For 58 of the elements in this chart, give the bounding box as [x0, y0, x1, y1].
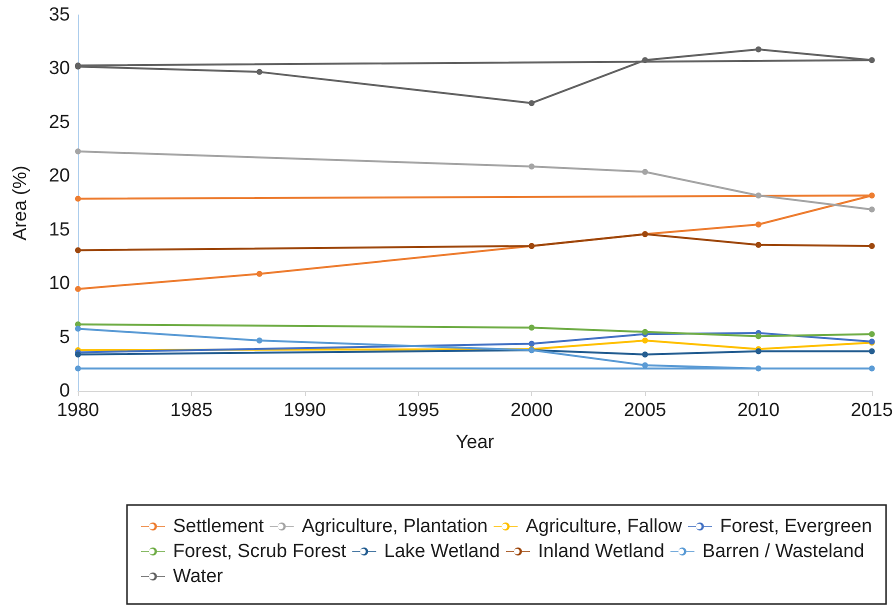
point — [642, 57, 648, 64]
point — [75, 247, 81, 254]
point — [528, 340, 535, 347]
point — [528, 163, 535, 170]
legend-label: Forest, Evergreen — [720, 516, 872, 537]
point — [256, 270, 262, 277]
x-tick-label: 1995 — [397, 400, 440, 421]
legend-label: Barren / Wasteland — [702, 541, 864, 562]
point — [75, 365, 81, 372]
y-tick-label: 35 — [48, 4, 70, 26]
point — [256, 338, 262, 344]
x-tick-label: 1985 — [170, 400, 213, 421]
point — [528, 324, 535, 331]
point — [755, 333, 762, 340]
point — [868, 206, 875, 212]
point — [868, 57, 875, 64]
point — [755, 365, 762, 372]
y-tick-label: 15 — [48, 219, 70, 240]
x-axis-title: Year — [456, 432, 495, 453]
x-tick-label: 2010 — [737, 400, 780, 421]
point — [755, 242, 762, 248]
point — [868, 242, 875, 249]
point — [868, 365, 875, 372]
legend-label: Lake Wetland — [384, 541, 500, 562]
legend-label: Agriculture, Fallow — [526, 516, 682, 537]
legend-label: Agriculture, Plantation — [302, 516, 488, 537]
x-tick-label: 1980 — [56, 400, 100, 421]
point — [75, 148, 81, 154]
legend-label: Forest, Scrub Forest — [173, 541, 347, 562]
y-tick-label: 0 — [59, 380, 70, 402]
legend-label: Water — [173, 566, 224, 587]
point — [75, 286, 81, 292]
y-tick-label: 30 — [48, 58, 70, 80]
point — [868, 348, 875, 354]
point — [755, 221, 762, 228]
y-tick-label: 5 — [59, 326, 70, 348]
point — [642, 168, 648, 175]
y-tick-label: 25 — [48, 112, 70, 133]
point — [642, 351, 648, 358]
x-tick-label: 2000 — [510, 400, 553, 421]
point — [868, 331, 875, 338]
y-axis-title: Area (%) — [10, 166, 31, 240]
point — [755, 46, 762, 52]
x-tick-label: 2005 — [624, 400, 666, 421]
point — [642, 338, 648, 344]
x-tick-label: 2015 — [850, 400, 894, 421]
point — [642, 328, 648, 335]
point — [868, 192, 875, 198]
point — [528, 100, 535, 106]
point — [755, 192, 762, 198]
y-tick-label: 10 — [48, 273, 70, 294]
legend-label: Inland Wetland — [538, 541, 664, 562]
x-tick-label: 1990 — [284, 400, 326, 421]
point — [75, 326, 81, 332]
point — [256, 68, 262, 75]
point — [75, 196, 81, 202]
legend-label: Settlement — [173, 516, 265, 537]
y-tick-label: 20 — [48, 166, 70, 187]
